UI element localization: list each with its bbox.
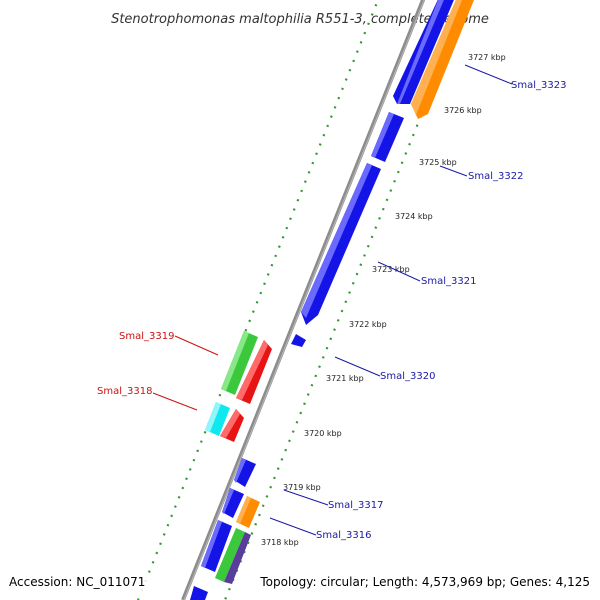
gene-label-smal-3323[interactable]: Smal_3323 (511, 80, 566, 91)
map-title: Stenotrophomonas maltophilia R551-3, com… (111, 12, 489, 27)
gene-smal-3316-blue[interactable] (201, 520, 232, 572)
gene-label-smal-3321[interactable]: Smal_3321 (421, 276, 476, 287)
gene-smal-3322[interactable] (371, 112, 404, 162)
kbp-label-3721: 3721 kbp (326, 374, 364, 383)
leader-smal-3319 (174, 335, 219, 356)
leader-smal-3317 (283, 489, 329, 506)
kbp-label-3727: 3727 kbp (468, 53, 506, 62)
kbp-label-3722: 3722 kbp (349, 320, 387, 329)
footer-background-left (6, 572, 148, 592)
gene-label-smal-3316[interactable]: Smal_3316 (316, 530, 371, 541)
gene-smal-3320[interactable] (291, 334, 306, 347)
footer-background-right (258, 572, 594, 592)
gene-smal-3318-cyan[interactable] (205, 402, 230, 436)
gene-bottom-blue[interactable] (190, 586, 208, 600)
gene-smal-3316-orange[interactable] (236, 496, 260, 528)
gene-label-smal-3319[interactable]: Smal_3319 (119, 331, 174, 342)
gene-smal-3317-b[interactable] (222, 488, 244, 518)
genome-backbone (181, 0, 426, 600)
gene-smal-3319-green[interactable] (221, 331, 258, 395)
kbp-label-3718: 3718 kbp (261, 538, 299, 547)
kbp-label-3720: 3720 kbp (304, 429, 342, 438)
leader-smal-3320 (334, 356, 381, 377)
gene-label-smal-3318[interactable]: Smal_3318 (97, 386, 152, 397)
gene-smal-3316-purple[interactable] (224, 532, 251, 584)
gene-smal-3323-blue[interactable] (393, 0, 456, 104)
leader-smal-3323 (464, 64, 513, 85)
gene-smal-3316-green[interactable] (215, 528, 245, 582)
leader-smal-3322 (439, 165, 468, 177)
leader-smal-3318 (152, 392, 198, 411)
gene-label-smal-3320[interactable]: Smal_3320 (380, 371, 435, 382)
leader-smal-3321 (377, 261, 421, 282)
gene-smal-3323-orange[interactable] (411, 0, 476, 119)
accession-text: Accession: NC_011071 (9, 575, 145, 589)
gene-label-smal-3322[interactable]: Smal_3322 (468, 171, 523, 182)
kbp-label-3725: 3725 kbp (419, 158, 457, 167)
gene-smal-3317-a[interactable] (234, 458, 256, 487)
gene-label-smal-3317[interactable]: Smal_3317 (328, 500, 383, 511)
gene-smal-3318-red[interactable] (220, 409, 244, 442)
topology-text: Topology: circular; Length: 4,573,969 bp… (259, 575, 590, 589)
leader-smal-3316 (269, 517, 317, 536)
gene-smal-3321[interactable] (301, 163, 381, 325)
kbp-label-3724: 3724 kbp (395, 212, 433, 221)
gene-smal-3319-red[interactable] (236, 340, 272, 404)
genome-backbone-highlight (183, 0, 425, 600)
kbp-label-3719: 3719 kbp (283, 483, 321, 492)
kbp-label-3723: 3723 kbp (372, 265, 410, 274)
kbp-label-3726: 3726 kbp (444, 106, 482, 115)
